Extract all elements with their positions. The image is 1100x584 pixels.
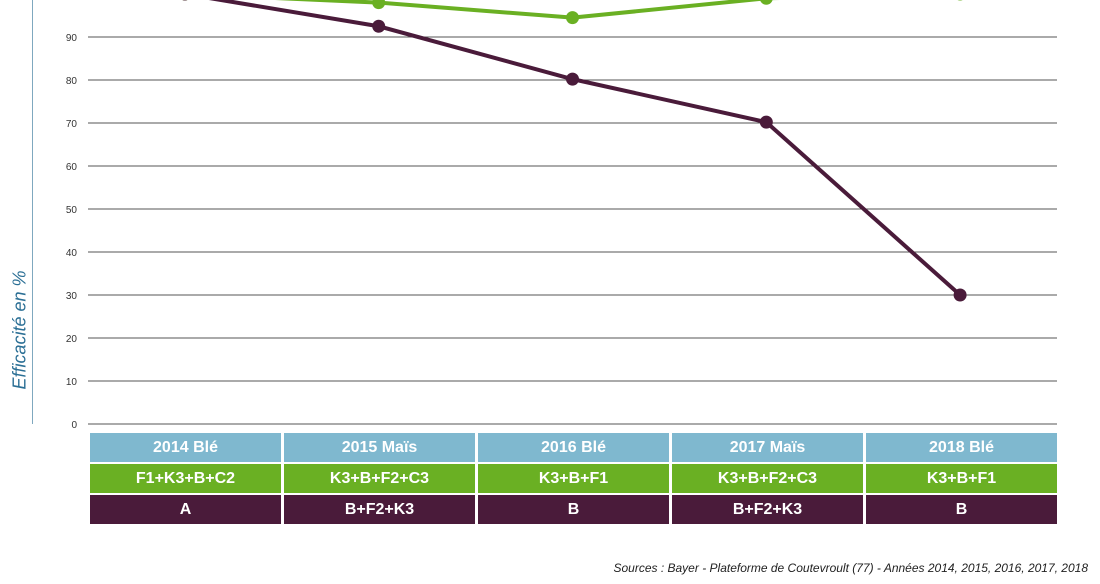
data-point xyxy=(182,0,188,1)
purple-series-cell: B+F2+K3 xyxy=(672,495,863,524)
green-series-cell: K3+B+F2+C3 xyxy=(284,464,475,493)
data-point xyxy=(372,19,386,33)
data-point xyxy=(566,11,579,25)
category-cell: 2015 Maïs xyxy=(284,433,475,462)
y-tick-label: 20 xyxy=(66,334,78,345)
category-cell: 2014 Blé xyxy=(90,433,281,462)
purple-series-cell: B+F2+K3 xyxy=(284,495,475,524)
series-line xyxy=(208,0,962,297)
green-series-row: F1+K3+B+C2 K3+B+F2+C3 K3+B+F1 K3+B+F2+C3… xyxy=(90,464,1057,493)
y-tick-label: 90 xyxy=(66,33,78,44)
purple-series-cell: B xyxy=(866,495,1057,524)
data-point xyxy=(953,288,967,302)
data-point xyxy=(372,0,386,10)
purple-series-cell: A xyxy=(90,495,281,524)
data-point xyxy=(566,72,579,86)
category-header-row: 2014 Blé 2015 Maïs 2016 Blé 2017 Maïs 20… xyxy=(90,433,1057,462)
sources-note: Sources : Bayer - Plateforme de Coutevro… xyxy=(613,561,1088,575)
y-axis-label-wrap: Efficacité en % xyxy=(5,200,35,460)
y-tick-label: 70 xyxy=(66,119,78,130)
y-tick-label: 50 xyxy=(66,205,78,216)
green-series-cell: K3+B+F1 xyxy=(478,464,669,493)
data-point xyxy=(957,0,963,1)
y-tick-label: 0 xyxy=(71,420,77,431)
y-axis-label: Efficacité en % xyxy=(9,270,30,390)
category-cell: 2017 Maïs xyxy=(672,433,863,462)
purple-series-cell: B xyxy=(478,495,669,524)
purple-series-row: A B+F2+K3 B B+F2+K3 B xyxy=(90,495,1057,524)
y-axis-rule xyxy=(32,0,33,424)
y-tick-label: 60 xyxy=(66,162,78,173)
data-point xyxy=(759,115,773,129)
y-tick-label: 10 xyxy=(66,377,78,388)
category-cell: 2016 Blé xyxy=(478,433,669,462)
y-tick-label: 30 xyxy=(66,291,78,302)
green-series-cell: K3+B+F1 xyxy=(866,464,1057,493)
green-series-cell: F1+K3+B+C2 xyxy=(90,464,281,493)
category-table: 2014 Blé 2015 Maïs 2016 Blé 2017 Maïs 20… xyxy=(87,431,1060,526)
y-tick-label: 80 xyxy=(66,76,78,87)
category-cell: 2018 Blé xyxy=(866,433,1057,462)
data-point xyxy=(760,0,773,5)
y-tick-label: 40 xyxy=(66,248,78,259)
green-series-cell: K3+B+F2+C3 xyxy=(672,464,863,493)
